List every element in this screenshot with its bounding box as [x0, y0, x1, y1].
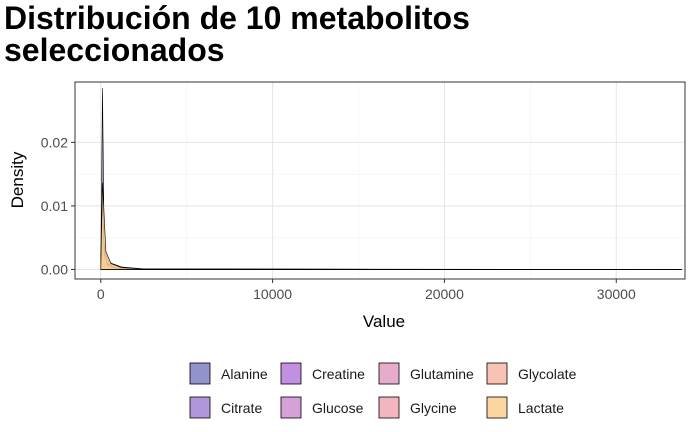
legend-key-citrate — [189, 396, 211, 419]
plot-background — [75, 82, 685, 279]
x-tick-label: 10000 — [253, 286, 292, 302]
y-axis: 0.00 0.01 0.02 — [41, 134, 75, 277]
legend-key-glutamine — [378, 362, 400, 385]
legend-key-glycolate — [486, 362, 508, 385]
legend-label-creatine: Creatine — [312, 366, 365, 382]
legend-label-lactate: Lactate — [518, 400, 564, 416]
x-tick-label: 0 — [97, 286, 105, 302]
x-axis: 0 10000 20000 30000 — [97, 279, 636, 302]
legend-label-citrate: Citrate — [221, 400, 262, 416]
legend-label-glycine: Glycine — [410, 400, 457, 416]
y-tick-label: 0.02 — [41, 134, 68, 150]
legend-label-glucose: Glucose — [312, 400, 364, 416]
legend-key-glucose — [280, 396, 302, 419]
x-axis-label: Value — [363, 312, 405, 331]
chart-title: Distribución de 10 metabolitos seleccion… — [4, 0, 470, 68]
x-tick-label: 20000 — [425, 286, 464, 302]
density-area-lactate — [100, 182, 682, 270]
y-axis-label: Density — [8, 151, 27, 208]
legend-key-alanine — [189, 362, 211, 385]
plot-panel — [75, 82, 685, 279]
legend-key-lactate — [486, 396, 508, 419]
legend: Alanine Citrate Creatine Glucose Glutamine Gl… — [189, 362, 577, 419]
plot-frame — [74, 81, 686, 280]
y-tick-label: 0.00 — [41, 261, 68, 277]
legend-label-glycolate: Glycolate — [518, 366, 577, 382]
panel-border — [74, 81, 686, 280]
density-series — [100, 88, 682, 270]
legend-label-alanine: Alanine — [221, 366, 268, 382]
legend-key-glycine — [378, 396, 400, 419]
x-tick-label: 30000 — [597, 286, 636, 302]
legend-key-creatine — [280, 362, 302, 385]
y-tick-label: 0.01 — [41, 198, 68, 214]
legend-label-glutamine: Glutamine — [410, 366, 474, 382]
